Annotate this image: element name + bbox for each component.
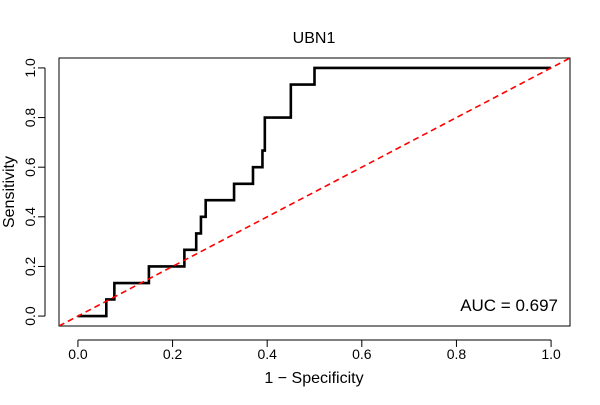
x-tick-label: 0.4 xyxy=(257,346,277,362)
plot-frame xyxy=(58,57,571,327)
roc-curve-line xyxy=(77,66,552,318)
y-tick-label: 0.8 xyxy=(22,108,38,128)
plot-area: 0.0 0.2 0.4 0.6 0.8 1.0 0.0 0.2 0.4 0.6 0.8 1.0 xyxy=(22,57,571,362)
auc-annotation: AUC = 0.697 xyxy=(460,296,558,315)
x-tick-label: 0.2 xyxy=(163,346,183,362)
y-tick-label: 0.0 xyxy=(22,306,38,326)
y-tick-label: 0.2 xyxy=(22,257,38,277)
y-tick-label: 0.6 xyxy=(22,157,38,177)
y-axis-label: Sensitivity xyxy=(1,156,18,228)
y-tick-label: 0.4 xyxy=(22,207,38,227)
chance-diagonal-line xyxy=(59,58,570,326)
x-tick-label: 1.0 xyxy=(541,346,561,362)
x-tick-label: 0.6 xyxy=(352,346,372,362)
x-tick-label: 0.8 xyxy=(447,346,467,362)
x-tick-label: 0.0 xyxy=(68,346,88,362)
y-tick-label: 1.0 xyxy=(22,58,38,78)
chart-title: UBN1 xyxy=(293,30,336,47)
x-axis-label: 1 − Specificity xyxy=(264,370,363,387)
